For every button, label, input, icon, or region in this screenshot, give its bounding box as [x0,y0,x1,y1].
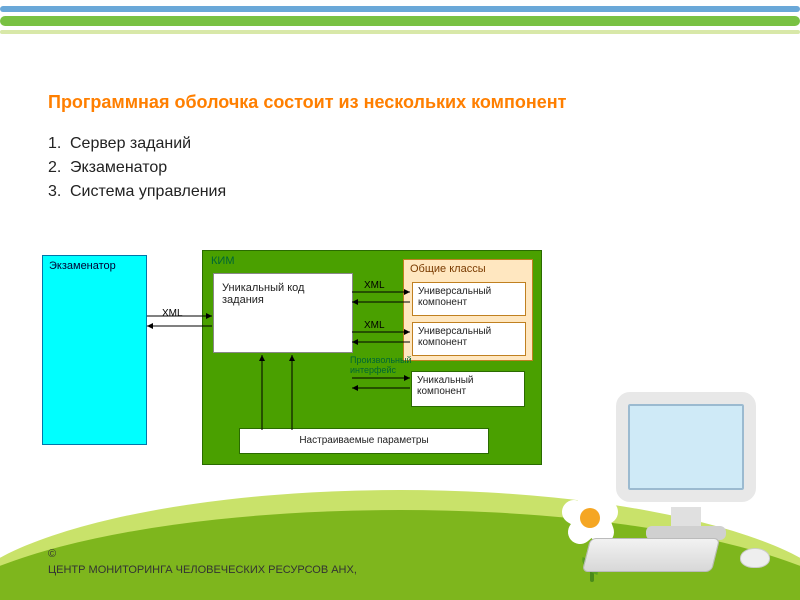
node-label: Экзаменатор [43,256,146,276]
computer-illustration [586,392,776,572]
node-universal-1: Универсальный компонент [412,282,526,316]
node-unique-component: Уникальный компонент [411,371,525,407]
architecture-diagram: Экзаменатор КИМ Уникальный код задания О… [42,250,542,465]
node-label: Общие классы [404,260,532,278]
edge-label-xml: XML [364,280,385,291]
edge-label-xml: XML [364,320,385,331]
list-item: 1.Сервер заданий [48,132,226,156]
list-item: 2.Экзаменатор [48,156,226,180]
node-params: Настраиваемые параметры [239,428,489,454]
node-examiner: Экзаменатор [42,255,147,445]
footer-text: © ЦЕНТР МОНИТОРИНГА ЧЕЛОВЕЧЕСКИХ РЕСУРСО… [48,547,357,578]
node-common-classes: Общие классы Универсальный компонент Уни… [403,259,533,361]
list-item: 3.Система управления [48,180,226,204]
node-unique-code: Уникальный код задания [213,273,353,353]
component-list: 1.Сервер заданий 2.Экзаменатор 3.Система… [48,132,226,204]
top-decor [0,0,800,50]
edge-label-interface: Произвольный интерфейс [350,356,406,376]
edge-label-xml: XML [162,308,183,319]
node-label: КИМ [211,255,234,267]
page-title: Программная оболочка состоит из нескольк… [48,92,566,113]
node-universal-2: Универсальный компонент [412,322,526,356]
